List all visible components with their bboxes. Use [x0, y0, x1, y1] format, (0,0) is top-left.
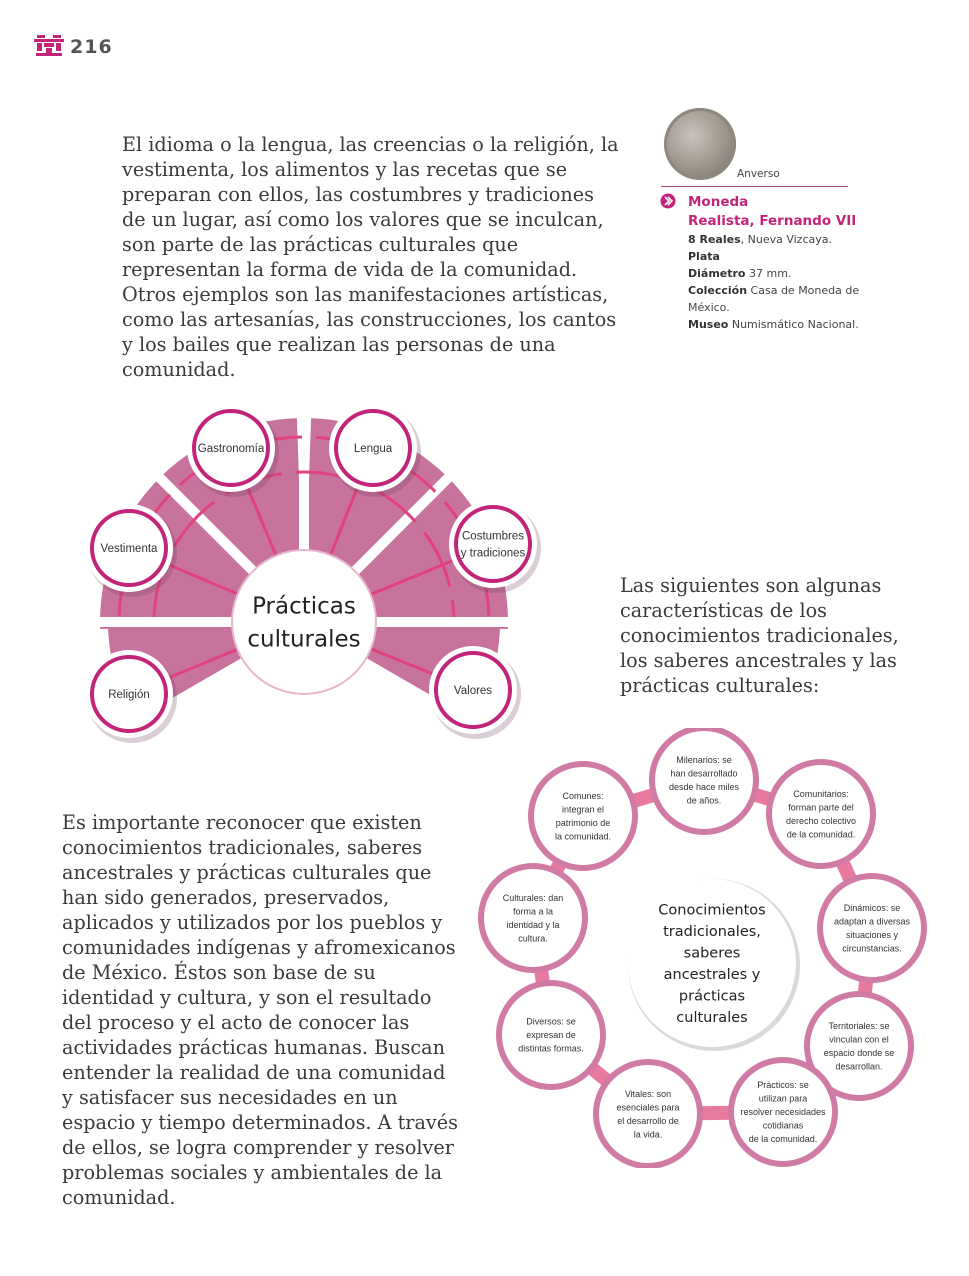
node-label: Vestimenta	[101, 543, 158, 555]
node-circle	[90, 655, 168, 733]
ring-node	[649, 728, 759, 835]
ring-node	[593, 1059, 703, 1168]
coin-collection: Colección Casa de Moneda de México.	[688, 284, 860, 314]
ring-node	[478, 863, 588, 973]
ring-node-label: Territoriales: se vinculan con el espacio …	[824, 1021, 895, 1072]
caption-divider	[661, 186, 848, 187]
node-circle	[434, 651, 512, 729]
ring-node	[496, 980, 606, 1090]
ring-node-label: Vitales: son esenciales para el desarrollo…	[616, 1089, 679, 1140]
ring-node-label: Prácticos: se utilizan para resolver neces…	[740, 1080, 826, 1144]
ring-node-label: Milenarios: se han desarrollado desde hace…	[669, 755, 740, 806]
coin-material: Plata	[688, 250, 720, 263]
importance-paragraph: Es importante reconocer que existen cono…	[62, 811, 458, 1209]
emblem-logo-icon	[34, 35, 64, 56]
characteristics-intro: Las siguientes son algunas característic…	[620, 574, 899, 697]
page-number: 216	[70, 36, 113, 58]
center-circle	[628, 879, 796, 1047]
coin-side-label: Anverso	[737, 168, 780, 180]
center-label: Conocimientos tradicionales, saberes ancest…	[658, 902, 765, 1025]
coin-title-line2: Realista, Fernando VII	[688, 213, 857, 229]
node-label: Costumbres y tradiciones	[461, 531, 526, 560]
coin-title: Moneda	[688, 194, 749, 210]
ring-node	[804, 991, 914, 1101]
node-circle	[454, 505, 532, 583]
node-circle	[192, 409, 270, 487]
center-circle	[231, 549, 377, 695]
coin-museum: Museo Numismático Nacional.	[688, 318, 859, 331]
node-label: Valores	[454, 685, 492, 697]
coin-image	[664, 108, 736, 180]
fan-divider	[153, 471, 261, 579]
coin-caption: Moneda Realista, Fernando VII 8 Reales, …	[688, 193, 863, 333]
center-label: Prácticas culturales	[247, 594, 360, 653]
cultural-practices-diagram: Prácticas culturales Gastronomía Lengua Vest…	[85, 404, 541, 743]
ring-node-label: Culturales: dan forma a la identidad y la c…	[503, 893, 564, 944]
ring-node	[728, 1057, 838, 1167]
node-label: Gastronomía	[198, 443, 265, 455]
traditional-knowledge-diagram: Conocimientos tradicionales, saberes ancest…	[478, 728, 927, 1168]
ring-node-label: Comunes: integran el patrimonio de la comun…	[555, 791, 611, 842]
fan-arc	[152, 470, 456, 617]
coin-reales: 8 Reales, Nueva Vizcaya.	[688, 233, 832, 246]
ring-node-label: Diversos: se expresan de distintas formas.	[518, 1017, 584, 1054]
node-label: Lengua	[354, 443, 393, 455]
node-circle	[90, 509, 168, 587]
ring-node-label: Comunitarios: forman parte del derecho col…	[786, 789, 856, 840]
ring-node	[817, 873, 927, 983]
node-circle	[334, 409, 412, 487]
ring-node-label: Dinámicos: se adaptan a diversas situacion…	[834, 903, 911, 954]
node-label: Religión	[108, 689, 150, 701]
chevron-right-icon	[660, 193, 676, 209]
ring-node	[528, 761, 638, 871]
coin-diameter: Diámetro 37 mm.	[688, 267, 792, 280]
ring-node	[766, 759, 876, 869]
intro-paragraph: El idioma o la lengua, las creencias o l…	[122, 133, 619, 381]
